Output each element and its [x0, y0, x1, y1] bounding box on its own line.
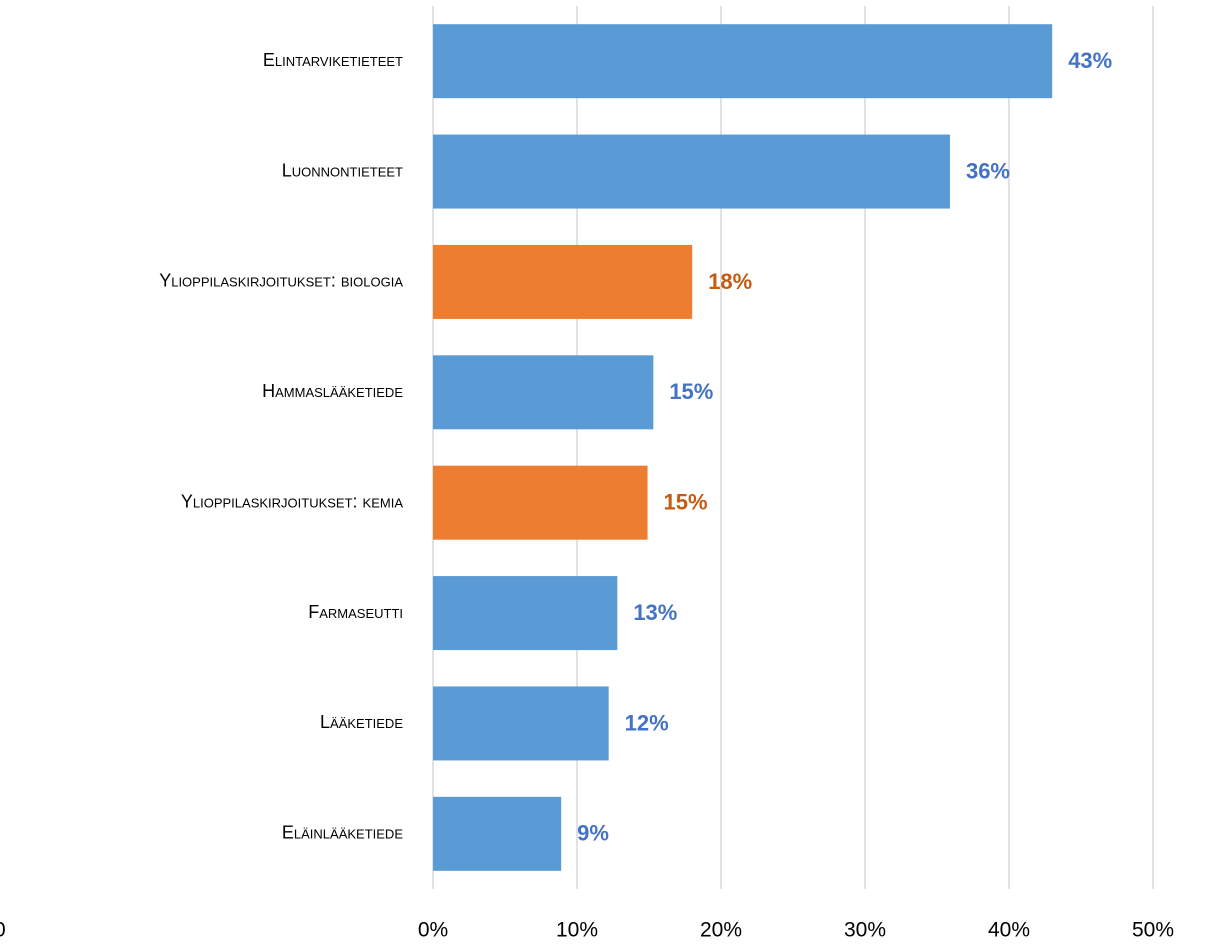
x-tick-label: 10%	[556, 919, 598, 942]
bar	[433, 576, 618, 651]
bar	[433, 24, 1053, 99]
category-label: Eläinlääketiede	[282, 823, 403, 843]
bar	[433, 686, 609, 761]
x-tick-label: 30%	[844, 919, 886, 942]
value-label: 15%	[664, 490, 708, 515]
category-label: Hammaslääketiede	[262, 381, 403, 401]
bar	[433, 796, 562, 871]
value-label: 9%	[577, 821, 609, 846]
x-tick-label: 20%	[700, 919, 742, 942]
bar	[433, 134, 950, 209]
annotation: 0	[0, 919, 6, 942]
x-tick-label: 50%	[1132, 919, 1174, 942]
bar	[433, 244, 693, 319]
category-label: Luonnontieteet	[282, 160, 403, 180]
bar	[433, 465, 648, 540]
value-label: 15%	[669, 379, 713, 404]
value-label: 36%	[966, 158, 1010, 183]
bar	[433, 355, 654, 430]
category-label: Elintarviketieteet	[263, 50, 403, 70]
value-label: 43%	[1068, 48, 1112, 73]
x-tick-label: 40%	[988, 919, 1030, 942]
value-label: 12%	[625, 710, 669, 735]
category-label: Ylioppilaskirjoitukset: biologia	[159, 271, 403, 291]
category-label: Lääketiede	[320, 712, 403, 732]
x-tick-label: 0%	[418, 919, 448, 942]
category-label: Farmaseutti	[308, 602, 403, 622]
category-label: Ylioppilaskirjoitukset: kemia	[181, 491, 403, 511]
value-label: 13%	[633, 600, 677, 625]
value-label: 18%	[708, 269, 752, 294]
